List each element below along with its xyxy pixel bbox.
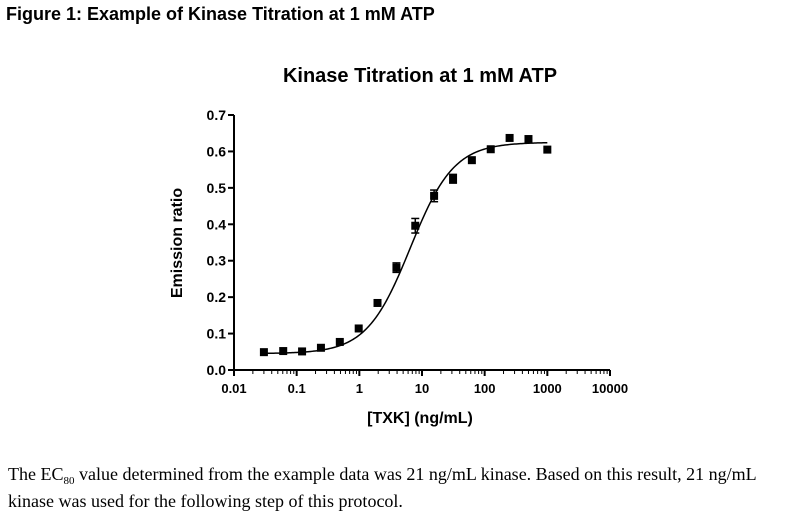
y-axis-label: Emission ratio <box>169 188 186 298</box>
data-point <box>279 347 288 356</box>
y-tick-label: 0.1 <box>207 326 227 342</box>
figure-caption: Figure 1: Example of Kinase Titration at… <box>6 4 435 24</box>
data-point <box>392 263 401 272</box>
data-point <box>430 191 439 200</box>
data-point <box>354 324 363 333</box>
data-point <box>524 135 533 144</box>
data-point <box>335 337 344 346</box>
data-points <box>259 133 552 357</box>
fit-curve <box>263 141 548 355</box>
y-tick-label: 0.2 <box>207 289 227 305</box>
data-point <box>543 145 552 154</box>
y-tick-label: 0.6 <box>207 143 227 159</box>
x-tick-label: 10 <box>415 381 429 396</box>
data-point <box>316 343 325 352</box>
data-point <box>467 156 476 165</box>
body-text-pre: The EC <box>8 464 64 484</box>
data-point <box>259 348 268 357</box>
x-tick-label: 0.1 <box>288 381 306 396</box>
x-tick-label: 1000 <box>533 381 562 396</box>
data-point <box>505 133 514 142</box>
chart: Kinase Titration at 1 mM ATP 0.00.10.20.… <box>169 65 629 427</box>
body-paragraph: The EC80 value determined from the examp… <box>8 462 790 513</box>
y-tick-label: 0.5 <box>207 180 227 196</box>
data-point <box>449 174 458 183</box>
x-tick-label: 10000 <box>592 381 628 396</box>
body-text-post: value determined from the example data w… <box>8 464 756 511</box>
body-text-subscript: 80 <box>63 475 75 487</box>
y-tick-label: 0.4 <box>207 216 227 232</box>
x-tick-label: 1 <box>356 381 363 396</box>
data-point <box>373 298 382 307</box>
chart-title: Kinase Titration at 1 mM ATP <box>283 65 557 87</box>
data-point <box>298 347 307 356</box>
y-tick-label: 0.7 <box>207 107 227 123</box>
data-point <box>411 221 420 230</box>
y-tick-label: 0.0 <box>207 362 227 378</box>
x-axis-label: [TXK] (ng/mL) <box>367 410 473 427</box>
tick-layer: 0.0 0.1 0.2 0.3 0.4 0.5 0.6 0.7 0.01 0.1 1 10 100 100… <box>207 107 629 396</box>
chart-axes <box>233 115 610 371</box>
data-point <box>486 145 495 154</box>
y-tick-label: 0.3 <box>207 253 227 269</box>
x-tick-label: 100 <box>474 381 496 396</box>
x-tick-label: 0.01 <box>221 381 246 396</box>
